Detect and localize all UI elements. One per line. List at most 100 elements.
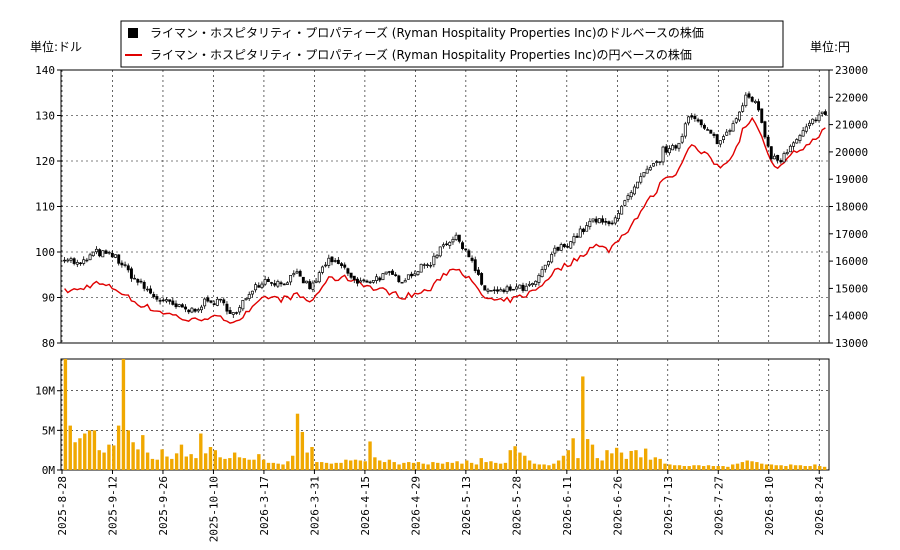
volume-bar — [643, 448, 648, 470]
candle-body — [712, 133, 716, 136]
candle-body — [473, 259, 477, 272]
volume-bar — [141, 435, 145, 470]
candle-body — [556, 246, 560, 251]
candle-body — [168, 299, 172, 302]
volume-bar — [484, 462, 488, 470]
volume-bar — [760, 463, 764, 470]
volume-bar — [808, 466, 812, 470]
volume-bar — [784, 466, 788, 470]
candle-body — [566, 246, 570, 248]
candle-body — [699, 119, 703, 126]
volume-bars — [63, 359, 827, 470]
volume-bar — [474, 464, 479, 470]
volume-bar — [721, 466, 725, 470]
candle-body — [174, 303, 178, 308]
volume-bar — [494, 462, 498, 470]
candle-body — [610, 222, 614, 225]
volume-bar — [281, 464, 285, 470]
legend-yen-label: ライマン・ホスピタリティ・プロパティーズ (Ryman Hospitality … — [150, 47, 692, 62]
candle-body — [365, 280, 369, 283]
candle-body — [263, 279, 267, 285]
candle-body — [550, 254, 554, 263]
candle-body — [352, 275, 356, 280]
volume-bar — [271, 462, 276, 470]
candle-body — [524, 285, 528, 292]
candle-body — [371, 280, 375, 283]
candle-body — [139, 280, 143, 283]
candle-body — [728, 130, 732, 132]
candle-body — [760, 108, 764, 123]
candle-body — [235, 312, 238, 314]
volume-bar — [547, 465, 551, 470]
candle-body — [648, 166, 652, 171]
right-unit-label: 単位:円 — [810, 39, 850, 54]
candle-body — [823, 111, 827, 115]
candle-body — [238, 307, 242, 313]
candle-body — [617, 212, 620, 220]
volume-bar — [324, 462, 329, 470]
volume-bar — [624, 458, 629, 470]
candle-body — [661, 146, 665, 163]
volume-bar — [392, 462, 396, 470]
candle-body — [476, 269, 480, 275]
candle-body — [766, 136, 770, 147]
volume-bar — [818, 466, 822, 470]
volume-bar — [184, 456, 188, 470]
candle-body — [254, 284, 258, 291]
volume-bar — [803, 466, 807, 470]
candle-body — [171, 300, 175, 305]
volume-bar — [764, 464, 769, 470]
candle-body — [126, 265, 130, 271]
candle-body — [359, 280, 363, 283]
volume-bar — [353, 459, 358, 470]
price-tick-label: 80 — [42, 337, 55, 350]
volume-bar — [469, 462, 474, 470]
candle-body — [722, 136, 726, 141]
candle-body — [820, 111, 824, 115]
volume-bar — [426, 464, 430, 470]
candle-body — [569, 241, 573, 249]
candle-body — [537, 274, 541, 283]
candle-body — [142, 281, 146, 289]
candle-body — [279, 282, 283, 285]
candle-body — [340, 263, 344, 266]
dollar-candles — [63, 91, 827, 319]
volume-bar — [798, 465, 803, 470]
volume-bar — [523, 455, 527, 470]
volume-bar — [315, 462, 319, 470]
volume-bar — [411, 462, 416, 470]
volume-bar — [276, 463, 280, 470]
candle-body — [457, 234, 461, 242]
volume-bar — [450, 462, 454, 470]
volume-bar — [170, 458, 174, 470]
candle-body — [426, 264, 429, 267]
candle-body — [464, 248, 468, 251]
candle-body — [384, 271, 388, 275]
date-tick-label: 2026-4-15 — [359, 476, 372, 536]
date-tick-label: 2026-3-17 — [258, 476, 271, 536]
volume-bar — [295, 413, 300, 470]
volume-bar — [387, 459, 392, 470]
candle-body — [276, 281, 280, 287]
price-tick-label: 140 — [35, 64, 55, 77]
volume-bar — [290, 455, 295, 470]
candle-body — [343, 264, 347, 268]
candle-body — [492, 289, 496, 292]
volume-bar — [174, 453, 179, 470]
candle-body — [403, 280, 407, 283]
price-tick-label: 120 — [35, 155, 55, 168]
candle-body — [231, 312, 235, 315]
volume-panel-frame — [60, 358, 830, 471]
candle-body — [795, 139, 799, 144]
candle-body — [419, 263, 423, 273]
candle-body — [667, 148, 671, 154]
candle-body — [305, 280, 308, 284]
volume-bar — [600, 460, 604, 470]
volume-bar — [189, 454, 193, 470]
volume-bar — [349, 460, 353, 470]
candle-body — [355, 278, 359, 284]
candle-body — [298, 270, 302, 277]
volume-bar — [653, 457, 658, 470]
volume-bar — [368, 441, 372, 470]
